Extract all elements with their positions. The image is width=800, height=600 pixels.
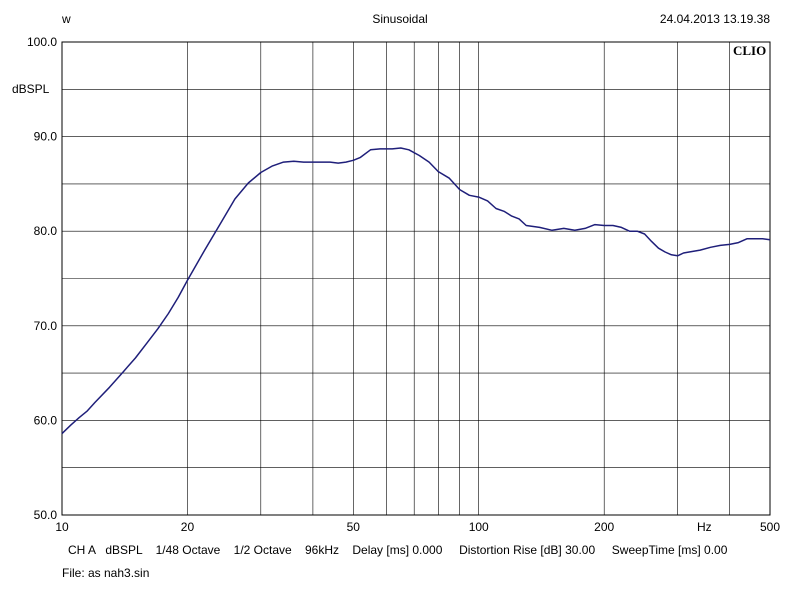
timestamp: 24.04.2013 13.19.38 — [659, 12, 770, 26]
file-name: File: as nah3.sin — [62, 566, 150, 580]
x-axis-label: Hz — [697, 520, 712, 534]
x-tick-labels: 10 20 50 100 200 500 — [55, 520, 780, 534]
x-tick-label: 100 — [469, 520, 489, 534]
clio-logo: CLIO — [733, 43, 766, 58]
x-tick-label: 50 — [347, 520, 361, 534]
measurement-type: Sinusoidal — [372, 12, 428, 26]
measurement-settings: CH A dBSPL 1/48 Octave 1/2 Octave 96kHz … — [68, 543, 728, 557]
chart-grid — [62, 42, 770, 515]
plot-frame — [61, 41, 771, 516]
y-axis-label: dBSPL — [12, 82, 50, 96]
x-tick-label: 200 — [594, 520, 614, 534]
y-tick-labels: 50.0 60.0 70.0 80.0 90.0 100.0 — [27, 35, 57, 522]
response-curve — [61, 147, 771, 435]
window-title-left: w — [62, 12, 71, 26]
x-tick-label: 10 — [55, 520, 69, 534]
x-tick-label: 20 — [181, 520, 195, 534]
y-tick-label: 70.0 — [34, 319, 58, 333]
y-tick-label: 50.0 — [34, 508, 58, 522]
y-tick-label: 90.0 — [34, 130, 58, 144]
x-tick-label: 500 — [760, 520, 780, 534]
y-tick-label: 60.0 — [34, 413, 58, 427]
y-tick-label: 80.0 — [34, 224, 58, 238]
y-tick-label: 100.0 — [27, 35, 57, 49]
